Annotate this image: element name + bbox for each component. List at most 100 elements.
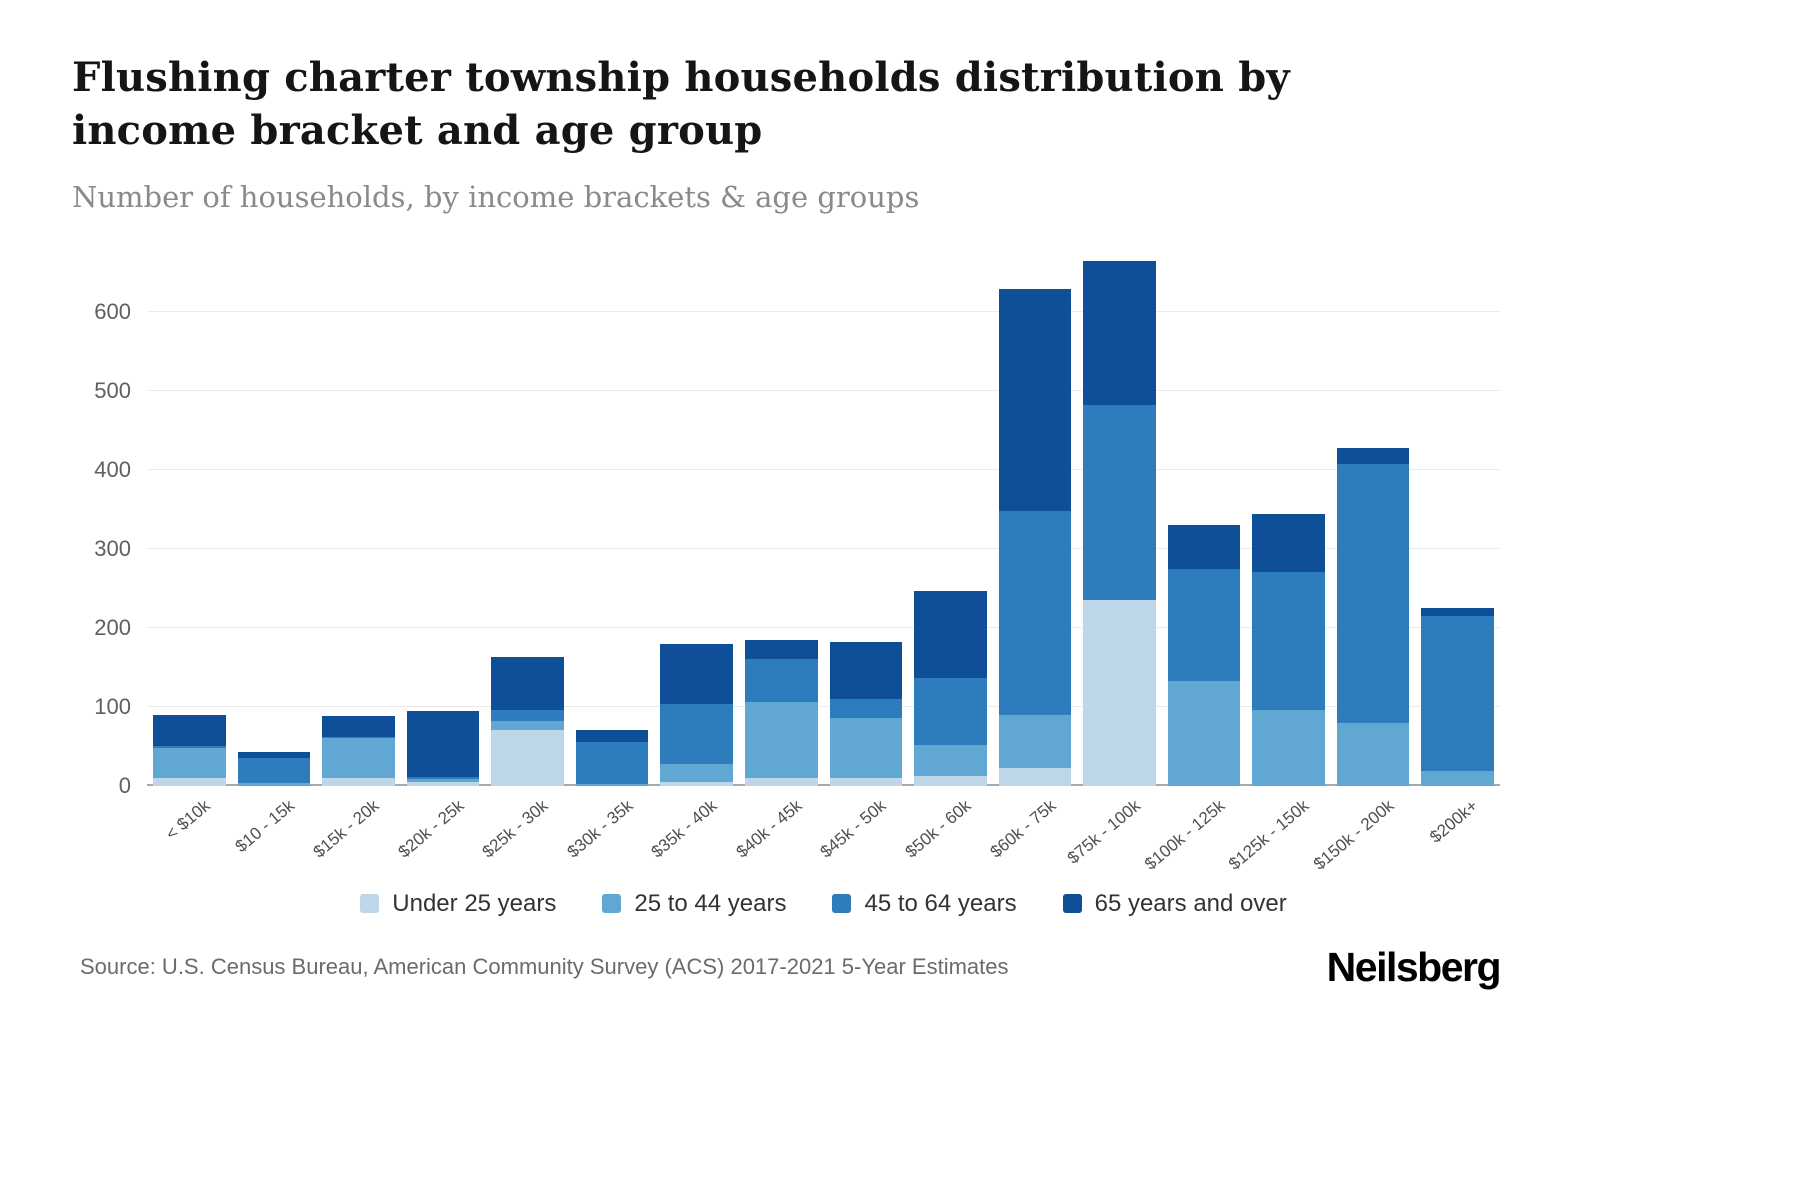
bar-segment[interactable] (1421, 771, 1494, 786)
bar-segment[interactable] (914, 590, 987, 678)
bar-segment[interactable] (491, 730, 564, 786)
bars-container (147, 256, 1500, 786)
legend-item[interactable]: 45 to 64 years (832, 890, 1017, 918)
bar-segment[interactable] (406, 778, 480, 782)
bar-segment[interactable] (1167, 525, 1241, 569)
bar-segment[interactable] (153, 747, 226, 778)
bar-segment[interactable] (1083, 405, 1156, 601)
bar-segment[interactable] (744, 659, 818, 703)
bar-segment[interactable] (1167, 568, 1241, 681)
bar-segment[interactable] (153, 746, 226, 748)
bar-segment[interactable] (744, 702, 818, 778)
bar-segment[interactable] (1252, 709, 1325, 786)
legend-label: 65 years and over (1094, 889, 1287, 917)
y-tick-label: 500 (94, 378, 131, 404)
bar-segment[interactable] (660, 704, 733, 765)
bar-segment[interactable] (406, 710, 480, 777)
gridline (147, 469, 1500, 471)
bar-segment[interactable] (1336, 448, 1410, 464)
x-tick-label: $20k - 25k (394, 795, 468, 862)
bar-segment[interactable] (322, 738, 395, 778)
bar-stack (654, 256, 739, 786)
bar-stack (1331, 256, 1416, 786)
bar-segment[interactable] (322, 716, 395, 737)
bar-segment[interactable] (322, 777, 395, 786)
x-tick-label: < $10k (161, 795, 214, 844)
bar-segment[interactable] (1421, 616, 1494, 772)
bar-segment[interactable] (322, 736, 395, 739)
bar-segment[interactable] (829, 777, 903, 786)
x-axis: < $10k $10 - 15k $15k - 20k $20k - 25k $25k … (147, 786, 1500, 882)
bar-stack (401, 256, 486, 786)
x-label-slot: $150k - 200k (1310, 786, 1416, 882)
x-tick-label: $45k - 50k (816, 795, 890, 862)
bar-stack (316, 256, 401, 786)
x-axis-line (147, 783, 1500, 786)
bar-segment[interactable] (237, 751, 311, 758)
bar-segment[interactable] (1083, 261, 1156, 406)
bar-segment[interactable] (153, 777, 226, 786)
bar-segment[interactable] (1252, 571, 1325, 710)
bar-segment[interactable] (998, 768, 1072, 786)
gridline (147, 311, 1500, 313)
bar-segment[interactable] (1083, 600, 1156, 786)
bar-segment[interactable] (575, 742, 649, 785)
x-label-slot: $25k - 30k (479, 786, 570, 882)
bar-segment[interactable] (153, 714, 226, 747)
bar-stack (232, 256, 317, 786)
bar-segment[interactable] (406, 781, 480, 786)
bar-segment[interactable] (491, 720, 564, 731)
bar-segment[interactable] (829, 642, 903, 699)
legend-item[interactable]: 25 to 44 years (602, 890, 786, 918)
bar-segment[interactable] (744, 777, 818, 786)
bar-segment[interactable] (829, 698, 903, 718)
bar-segment[interactable] (998, 511, 1072, 715)
legend-item[interactable]: 65 years and over (1062, 889, 1287, 918)
bar-segment[interactable] (744, 639, 818, 660)
bar-segment[interactable] (491, 709, 564, 721)
bar-stack (739, 256, 824, 786)
bar-stack (1077, 256, 1162, 786)
bar-segment[interactable] (1252, 514, 1325, 572)
bar-segment[interactable] (1336, 463, 1410, 723)
source-text: Source: U.S. Census Bureau, American Com… (80, 954, 1009, 980)
bar-stack (1415, 256, 1500, 786)
bar-segment[interactable] (829, 717, 903, 778)
bar-segment[interactable] (575, 784, 649, 786)
stacked-bar-chart: 0 100 200 300 400 500 600 < $10k $10 - 15k $15k … (72, 256, 1500, 882)
bar-stack (485, 256, 570, 786)
x-label-slot: $35k - 40k (648, 786, 739, 882)
x-label-slot: $45k - 50k (817, 786, 909, 882)
bar-segment[interactable] (237, 758, 311, 784)
bar-segment[interactable] (1421, 608, 1494, 617)
gridline (147, 548, 1500, 549)
x-tick-label: $40k - 45k (732, 795, 806, 862)
bar-segment[interactable] (1336, 722, 1410, 786)
bar-segment[interactable] (237, 783, 311, 786)
legend-label: 25 to 44 years (634, 889, 787, 917)
bar-segment[interactable] (914, 677, 987, 745)
bar-segment[interactable] (998, 288, 1072, 512)
x-label-slot: $10 - 15k (232, 786, 317, 882)
x-label-slot: $60k - 75k (986, 786, 1078, 882)
x-tick-label: $60k - 75k (986, 795, 1060, 862)
y-tick-label: 600 (94, 299, 131, 325)
bar-stack (1162, 256, 1247, 786)
bar-segment[interactable] (998, 714, 1072, 769)
bar-segment[interactable] (914, 776, 987, 786)
bar-segment[interactable] (914, 744, 987, 777)
bar-segment[interactable] (660, 781, 733, 786)
bar-segment[interactable] (660, 764, 733, 782)
legend-swatch (1062, 894, 1082, 914)
bar-segment[interactable] (660, 643, 733, 705)
x-label-slot: $40k - 45k (732, 786, 824, 882)
legend-item[interactable]: Under 25 years (360, 890, 556, 918)
bar-segment[interactable] (1167, 680, 1241, 786)
bar-segment[interactable] (575, 730, 649, 743)
bar-segment[interactable] (406, 776, 480, 779)
y-tick-label: 100 (94, 693, 131, 719)
bar-stack (824, 256, 909, 786)
legend: Under 25 years 25 to 44 years 45 to 64 yea… (147, 890, 1500, 918)
bar-segment[interactable] (491, 657, 564, 710)
